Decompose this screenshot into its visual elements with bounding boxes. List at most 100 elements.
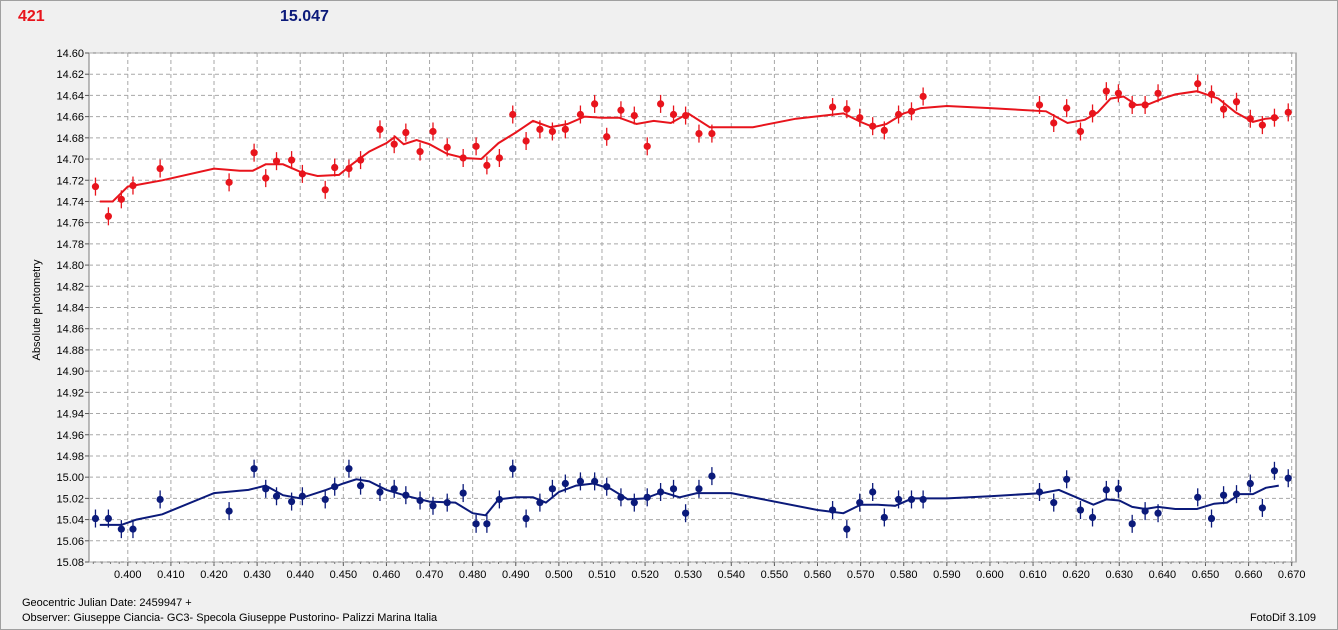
blue-data-point [919, 495, 927, 504]
x-tick-label: 0.420 [200, 569, 228, 581]
blue-data-point [443, 499, 451, 507]
red-data-point [429, 127, 437, 136]
red-data-point [443, 143, 451, 151]
x-tick-label: 0.600 [976, 569, 1004, 581]
y-tick-label: 14.64 [56, 90, 84, 102]
red-data-point [630, 111, 638, 120]
blue-data-point [1063, 475, 1071, 483]
x-tick-label: 0.580 [890, 569, 918, 581]
red-data-point [1114, 89, 1122, 97]
blue-data-point [331, 483, 339, 491]
red-data-point [416, 148, 424, 156]
blue-data-point [402, 491, 410, 499]
red-data-point [1194, 80, 1202, 88]
blue-data-point [288, 497, 296, 506]
blue-data-point [708, 472, 716, 480]
y-tick-label: 15.04 [56, 515, 84, 527]
blue-data-point [345, 465, 353, 473]
red-trend-line [99, 90, 1279, 203]
red-data-point [843, 105, 851, 113]
x-tick-label: 0.500 [545, 569, 573, 581]
blue-data-point [1270, 467, 1279, 475]
blue-data-point [907, 495, 916, 504]
x-tick-label: 0.610 [1019, 569, 1047, 581]
blue-data-point [390, 485, 398, 493]
red-data-point [657, 100, 665, 108]
y-tick-label: 14.88 [56, 345, 84, 357]
y-tick-label: 14.86 [56, 324, 84, 336]
red-data-point [536, 125, 544, 133]
blue-data-point [495, 495, 503, 504]
y-tick-label: 14.94 [56, 409, 84, 421]
red-data-point [356, 156, 365, 164]
y-tick-label: 14.90 [56, 366, 84, 378]
blue-data-point [828, 506, 837, 514]
blue-data-point [1246, 479, 1254, 488]
blue-data-point [843, 525, 851, 533]
red-data-point [331, 163, 339, 172]
blue-data-point [1284, 474, 1292, 482]
x-tick-label: 0.450 [330, 569, 358, 581]
y-tick-label: 14.82 [56, 281, 84, 293]
red-data-point [1207, 90, 1216, 98]
red-data-point [1154, 89, 1162, 97]
blue-data-point [603, 483, 611, 491]
blue-data-point [321, 495, 329, 504]
blue-data-point [483, 520, 491, 528]
red-data-point [390, 140, 398, 148]
red-data-point [1063, 104, 1071, 112]
blue-data-point [522, 514, 530, 523]
red-data-point [1050, 119, 1058, 127]
blue-data-point [1194, 493, 1202, 501]
red-data-point [1076, 127, 1085, 136]
red-data-point [459, 154, 467, 162]
blue-data-point [695, 485, 703, 493]
red-data-point [591, 100, 599, 108]
blue-data-point [643, 493, 651, 501]
x-tick-label: 0.650 [1192, 569, 1220, 581]
blue-data-point [1207, 514, 1216, 523]
blue-data-point [1114, 485, 1122, 493]
x-tick-label: 0.560 [804, 569, 832, 581]
blue-data-point [298, 492, 306, 500]
y-tick-label: 14.68 [56, 133, 84, 145]
red-data-point [117, 195, 125, 203]
red-data-point [1219, 105, 1228, 113]
red-data-point [1246, 115, 1254, 123]
x-tick-label: 0.550 [761, 569, 789, 581]
y-tick-label: 14.62 [56, 69, 84, 81]
x-tick-label: 0.510 [588, 569, 616, 581]
blue-data-point [262, 485, 270, 493]
red-data-point [682, 111, 690, 120]
software-version-label: FotoDif 3.109 [1249, 612, 1316, 624]
blue-data-point [356, 482, 365, 490]
red-data-point [522, 137, 530, 145]
red-data-point [321, 186, 329, 194]
red-data-point [104, 212, 112, 220]
blue-data-point [536, 499, 544, 507]
blue-data-point [1035, 488, 1044, 496]
red-data-point [1232, 98, 1241, 106]
y-tick-label: 14.74 [56, 196, 84, 208]
blue-data-point [509, 465, 517, 473]
red-data-point [345, 164, 353, 173]
y-tick-label: 15.00 [56, 472, 84, 484]
observer-label: Observer: Giuseppe Ciancia- GC3- Specola… [22, 612, 438, 624]
blue-data-point [591, 477, 599, 486]
blue-data-point [880, 513, 888, 522]
blue-data-point [669, 485, 678, 493]
x-tick-label: 0.470 [416, 569, 444, 581]
red-data-point [1102, 87, 1110, 95]
red-data-point [262, 174, 270, 182]
blue-data-point [1232, 490, 1241, 498]
y-tick-label: 14.70 [56, 154, 84, 166]
blue-data-point [91, 514, 100, 523]
red-data-point [129, 181, 137, 190]
red-data-point [472, 142, 480, 150]
red-data-point [548, 127, 557, 136]
red-data-point [298, 170, 306, 178]
x-tick-label: 0.620 [1062, 569, 1090, 581]
red-data-point [225, 178, 233, 186]
blue-data-point [1258, 504, 1266, 512]
